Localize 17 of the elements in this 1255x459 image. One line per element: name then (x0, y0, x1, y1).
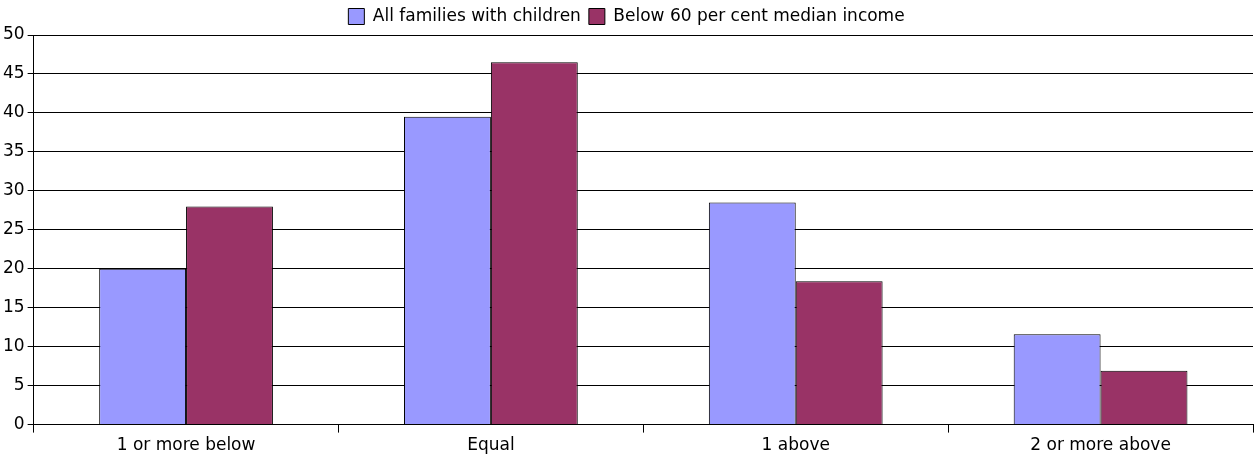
y-tick-label: 5 (13, 374, 25, 395)
legend-label: All families with children (372, 4, 581, 25)
x-tick-label: 2 or more above (1030, 434, 1171, 455)
x-tick-label: 1 above (761, 434, 830, 455)
y-tick-label: 40 (2, 101, 25, 122)
y-tick-label: 35 (2, 140, 25, 161)
y-tick-label: 30 (2, 179, 25, 200)
y-tick-label: 20 (2, 257, 25, 278)
y-tick-label: 45 (2, 62, 25, 83)
y-tick-label: 10 (2, 335, 25, 356)
x-tick-label: 1 or more below (116, 434, 256, 455)
y-tick-label: 50 (2, 23, 25, 44)
y-tick-label: 15 (2, 296, 25, 317)
legend-label: Below 60 per cent median income (613, 4, 905, 25)
x-tick-label: Equal (467, 434, 515, 455)
y-tick-label: 25 (2, 218, 25, 239)
y-tick-label: 0 (13, 413, 25, 434)
